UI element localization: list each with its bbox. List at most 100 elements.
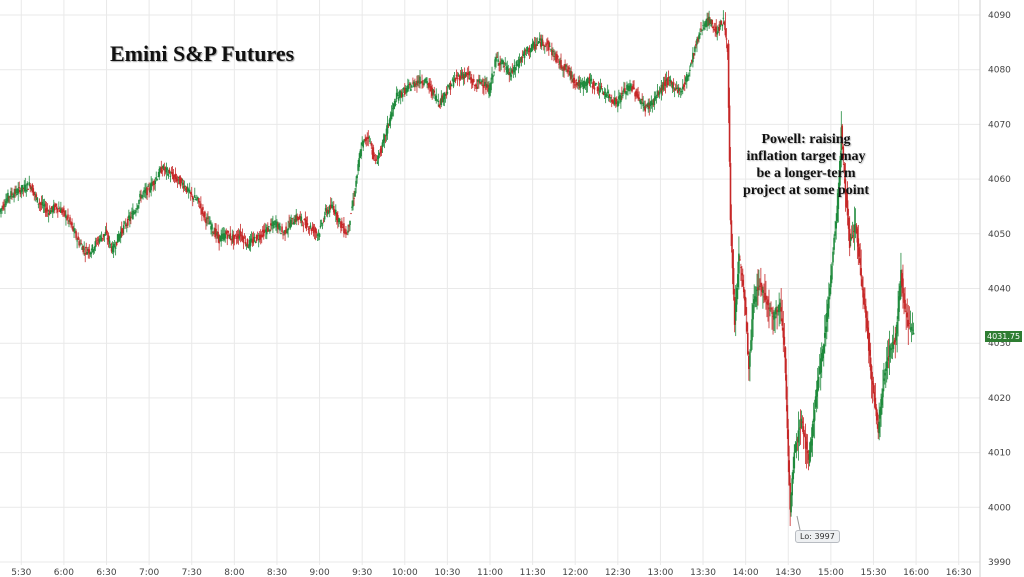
x-tick-label: 15:00 <box>818 568 844 577</box>
candle-body <box>909 328 912 330</box>
candle-body <box>571 75 573 77</box>
low-marker-label: Lo: 3997 <box>795 530 840 543</box>
candle-body <box>134 211 136 214</box>
candle-body <box>531 43 534 48</box>
candle-body <box>383 134 386 142</box>
candle-body <box>280 233 282 235</box>
candle-body <box>759 286 761 287</box>
candle-body <box>107 235 110 242</box>
candle-body <box>843 164 846 172</box>
candle-body <box>625 91 627 95</box>
candle-body <box>888 345 891 358</box>
candle-body <box>305 219 308 229</box>
candle-body <box>211 224 213 230</box>
candle-body <box>205 218 207 224</box>
candle-body <box>137 205 139 209</box>
candle-body <box>660 84 663 94</box>
candle-body <box>355 180 357 187</box>
candle-body <box>192 199 195 200</box>
candle-body <box>819 358 822 373</box>
candle-body <box>781 318 784 326</box>
candle-body <box>540 38 543 46</box>
candle-body <box>457 74 460 76</box>
candle-body <box>38 202 41 205</box>
candle-body <box>517 63 520 68</box>
candle-body <box>861 279 863 288</box>
candle-body <box>330 204 333 207</box>
candle-body <box>296 216 299 220</box>
candle-body <box>315 231 318 234</box>
candle-body <box>314 228 317 233</box>
candle-body <box>481 80 483 82</box>
candle-body <box>108 240 111 244</box>
candle-body <box>379 148 382 154</box>
candle-body <box>327 210 330 212</box>
candle-body <box>292 223 294 225</box>
candle-body <box>168 169 171 174</box>
candle-body <box>57 208 59 213</box>
candle-body <box>80 243 82 245</box>
candle-body <box>771 312 773 314</box>
candle-body <box>755 296 757 302</box>
candle-body <box>431 87 433 96</box>
candle-body <box>337 215 339 223</box>
candle-body <box>376 161 379 164</box>
candle-body <box>306 223 309 226</box>
candle-body <box>566 69 568 71</box>
candle-body <box>118 234 121 239</box>
candle-body <box>369 142 372 144</box>
candle-body <box>390 112 393 120</box>
candle-body <box>662 82 665 90</box>
candle-body <box>785 374 788 400</box>
candle-body <box>644 106 647 112</box>
candle-body <box>875 407 878 417</box>
candle-body <box>220 235 222 242</box>
candle-body <box>429 84 431 86</box>
candle-body <box>130 217 132 219</box>
candle-body <box>9 196 11 198</box>
candle-body <box>371 149 374 155</box>
candle-body <box>352 200 354 207</box>
candle-body <box>560 60 562 68</box>
candle-body <box>111 246 114 253</box>
candle-body <box>344 232 346 234</box>
candle-body <box>81 247 83 250</box>
candle-body <box>276 221 278 228</box>
candle-body <box>694 46 696 52</box>
candle-body <box>639 99 641 103</box>
candle-body <box>845 189 848 207</box>
candle-body <box>851 235 854 237</box>
candle-body <box>534 44 537 46</box>
candle-body <box>234 234 237 236</box>
candle-body <box>497 59 499 62</box>
candle-body <box>239 231 242 237</box>
candle-body <box>359 151 361 158</box>
candle-body <box>445 91 448 96</box>
candle-body <box>698 34 700 40</box>
candle-body <box>79 243 81 245</box>
candle-body <box>676 90 679 93</box>
candle-body <box>433 90 436 93</box>
candle-body <box>154 180 157 184</box>
candle-body <box>407 85 409 90</box>
candle-body <box>558 63 560 65</box>
candle-body <box>834 231 836 236</box>
candle-body <box>238 235 241 239</box>
candle-body <box>787 429 790 457</box>
candle-body <box>193 195 196 198</box>
candle-body <box>554 53 556 55</box>
candle-body <box>126 225 128 226</box>
candle-body <box>631 87 633 92</box>
candle-body <box>128 215 130 219</box>
candle-body <box>230 238 233 241</box>
candle-body <box>556 54 558 60</box>
candle-body <box>222 234 224 235</box>
candle-body <box>363 139 366 141</box>
candle-body <box>743 289 746 301</box>
candle-body <box>278 223 280 228</box>
candle-body <box>187 190 190 192</box>
candle-body <box>336 213 338 220</box>
candle-body <box>765 296 767 300</box>
candle-body <box>726 45 729 53</box>
candle-body <box>813 409 816 421</box>
